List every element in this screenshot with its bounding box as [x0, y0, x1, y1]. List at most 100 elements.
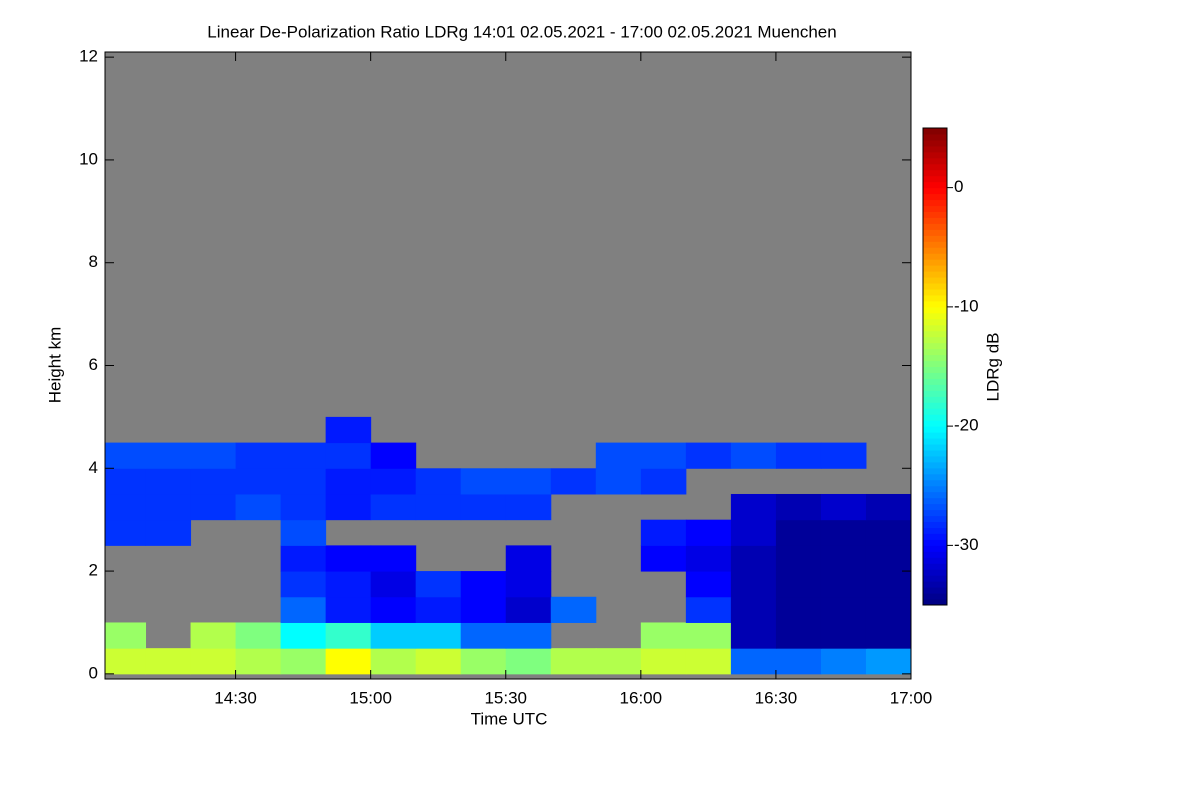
heatmap-cell: [325, 416, 372, 444]
heatmap-cell: [685, 571, 732, 598]
colorbar-segment: [923, 491, 947, 499]
colorbar-segment: [923, 139, 947, 147]
colorbar-segment: [923, 265, 947, 272]
heatmap-cell: [280, 648, 327, 675]
colorbar-segment: [923, 235, 947, 242]
colorbar-segment: [923, 151, 947, 159]
colorbar-segment: [923, 384, 947, 391]
heatmap-cell: [505, 648, 552, 675]
heatmap-cell: [370, 442, 417, 469]
heatmap-cell: [550, 596, 597, 623]
heatmap-cell: [775, 493, 822, 521]
colorbar-segment: [923, 229, 947, 236]
heatmap-cell: [460, 571, 507, 598]
heatmap-cell: [105, 622, 147, 649]
colorbar-segment: [923, 563, 947, 570]
heatmap-cell: [730, 493, 777, 521]
heatmap-cell: [280, 468, 327, 495]
heatmap-cell: [505, 622, 552, 649]
colorbar-segment: [923, 217, 947, 224]
colorbar-segment: [923, 342, 947, 350]
x-tick-label: 16:30: [755, 688, 798, 707]
y-tick-label: 6: [89, 355, 98, 374]
heatmap-cell: [550, 648, 597, 675]
y-tick-label: 0: [89, 663, 98, 682]
heatmap-cell: [595, 442, 642, 469]
colorbar-segment: [923, 199, 947, 207]
colorbar-segment: [923, 527, 947, 534]
heatmap-cell: [325, 596, 372, 623]
heatmap-cell: [415, 596, 462, 623]
heatmap-cell: [415, 468, 462, 495]
colorbar-segment: [923, 277, 947, 284]
heatmap-cell: [145, 519, 192, 546]
y-axis-label: Height km: [45, 327, 64, 404]
colorbar-segment: [923, 348, 947, 356]
colorbar-segment: [923, 294, 947, 302]
colorbar-segment: [923, 372, 947, 379]
colorbar-segment: [923, 205, 947, 212]
heatmap-cell: [775, 648, 822, 675]
heatmap-cell: [415, 648, 462, 675]
colorbar-segment: [923, 163, 947, 171]
colorbar-segment: [923, 438, 947, 445]
y-tick-label: 8: [89, 252, 98, 271]
heatmap-cell: [370, 622, 417, 649]
colorbar-segment: [923, 587, 947, 594]
heatmap-cell: [775, 442, 822, 469]
heatmap-cell: [325, 648, 372, 675]
heatmap-cell: [775, 571, 822, 598]
colorbar-segment: [923, 283, 947, 290]
heatmap-cell: [280, 571, 327, 598]
colorbar-segment: [923, 288, 947, 296]
colorbar-segment: [923, 181, 947, 189]
colorbar-segment: [923, 575, 947, 582]
heatmap-cell: [280, 596, 327, 623]
colorbar-segment: [923, 593, 947, 600]
heatmap-cell: [730, 545, 777, 572]
colorbar-segment: [923, 300, 947, 308]
heatmap-cell: [460, 648, 507, 675]
heatmap-cell: [640, 519, 687, 546]
heatmap-cell: [105, 442, 147, 469]
heatmap-cell: [190, 442, 237, 469]
heatmap-cell: [730, 596, 777, 623]
x-tick-label: 17:00: [890, 688, 933, 707]
heatmap-cell: [105, 648, 147, 675]
heatmap-cell: [640, 545, 687, 572]
heatmap-cell: [730, 622, 777, 649]
y-tick-label: 12: [79, 47, 98, 66]
colorbar-segment: [923, 455, 947, 463]
heatmap-cell: [325, 571, 372, 598]
colorbar-segment: [923, 378, 947, 385]
colorbar-segment: [923, 485, 947, 493]
heatmap-cell: [730, 519, 777, 546]
heatmap-cell: [370, 468, 417, 495]
heatmap-cell: [685, 622, 732, 649]
heatmap-cell: [460, 468, 507, 495]
heatmap-cell: [865, 571, 912, 598]
heatmap-cell: [235, 622, 282, 649]
heatmap-cell: [370, 571, 417, 598]
heatmap-cell: [820, 622, 867, 649]
colorbar-segment: [923, 599, 947, 606]
colorbar-segment: [923, 557, 947, 564]
heatmap-cell: [280, 519, 327, 546]
heatmap-cell: [190, 648, 237, 675]
x-tick-label: 15:00: [349, 688, 392, 707]
colorbar-segment: [923, 360, 947, 367]
colorbar-tick-label: -30: [954, 535, 979, 554]
heatmap-cell: [325, 468, 372, 495]
colorbar-segment: [923, 175, 947, 183]
colorbar-segment: [923, 515, 947, 523]
heatmap-cell: [595, 468, 642, 495]
heatmap-cell: [280, 442, 327, 469]
colorbar-segment: [923, 336, 947, 344]
colorbar-segment: [923, 432, 947, 439]
colorbar-segment: [923, 330, 947, 338]
colorbar-segment: [923, 473, 947, 481]
heatmap-cell: [640, 468, 687, 495]
colorbar-tick-label: 0: [954, 177, 963, 196]
heatmap-cell: [190, 468, 237, 495]
